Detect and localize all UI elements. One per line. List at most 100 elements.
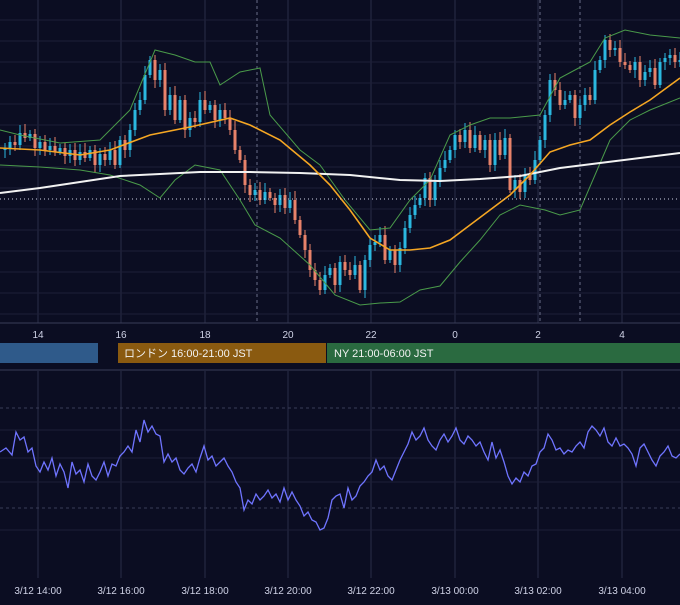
candle-body (484, 140, 487, 150)
osc-x-tick-label: 3/13 04:00 (598, 586, 646, 597)
candle-body (454, 135, 457, 150)
candle-body (634, 62, 637, 70)
price-x-tick-label: 14 (32, 330, 44, 341)
candle-body (449, 150, 452, 160)
price-x-tick-label: 4 (619, 330, 625, 341)
osc-x-tick-label: 3/13 00:00 (431, 586, 479, 597)
candle-body (439, 168, 442, 182)
candle-body (564, 100, 567, 105)
candle-body (249, 185, 252, 195)
candle-body (194, 118, 197, 122)
candle-body (369, 245, 372, 260)
candle-body (104, 154, 107, 160)
candle-body (9, 142, 12, 148)
candle-body (409, 215, 412, 228)
osc-x-tick-label: 3/12 14:00 (14, 586, 62, 597)
candle-body (294, 200, 297, 220)
candle-body (299, 220, 302, 235)
price-x-tick-label: 2 (535, 330, 541, 341)
candle-body (329, 268, 332, 275)
candle-body (109, 150, 112, 160)
price-x-tick-label: 16 (115, 330, 127, 341)
candle-body (589, 95, 592, 100)
candle-body (354, 265, 357, 275)
candle-body (39, 142, 42, 148)
candle-body (304, 235, 307, 250)
candle-body (544, 115, 547, 140)
candle-body (404, 228, 407, 248)
candle-body (284, 195, 287, 208)
candle-body (344, 262, 347, 270)
candle-body (489, 140, 492, 165)
osc-x-tick-label: 3/13 02:00 (514, 586, 562, 597)
candle-body (139, 100, 142, 110)
candle-body (174, 95, 177, 120)
candle-body (584, 95, 587, 105)
candle-body (599, 60, 602, 70)
price-x-tick-label: 22 (365, 330, 377, 341)
candle-body (659, 62, 662, 85)
candle-body (114, 150, 117, 165)
candle-body (649, 68, 652, 72)
candle-body (164, 70, 167, 110)
candle-body (199, 100, 202, 122)
osc-x-tick-label: 3/12 22:00 (347, 586, 395, 597)
candle-body (364, 260, 367, 290)
session-ny-label: NY 21:00-06:00 JST (334, 348, 434, 360)
candle-body (654, 68, 657, 85)
candle-body (169, 95, 172, 110)
candle-body (234, 130, 237, 150)
candle-body (579, 105, 582, 118)
price-x-tick-label: 20 (282, 330, 294, 341)
candle-body (569, 95, 572, 100)
candle-body (499, 140, 502, 155)
candle-body (459, 135, 462, 142)
candle-body (44, 142, 47, 150)
candle-body (159, 70, 162, 80)
candle-body (59, 148, 62, 152)
candle-body (229, 118, 232, 130)
candle-body (349, 270, 352, 275)
candle-body (269, 192, 272, 198)
candle-body (669, 55, 672, 58)
candle-body (224, 110, 227, 118)
candle-body (379, 235, 382, 242)
candle-body (219, 110, 222, 120)
candle-body (134, 110, 137, 130)
session-london-label: ロンドン 16:00-21:00 JST (124, 348, 253, 360)
session-tokyo-band (0, 343, 98, 363)
candle-body (179, 100, 182, 120)
candle-body (539, 140, 542, 160)
candle-body (494, 140, 497, 165)
candle-body (189, 118, 192, 130)
candle-body (474, 135, 477, 148)
osc-x-tick-label: 3/12 20:00 (264, 586, 312, 597)
candle-body (79, 152, 82, 160)
candle-body (604, 40, 607, 60)
candle-body (624, 62, 627, 65)
candle-body (644, 72, 647, 80)
candle-body (204, 100, 207, 110)
candle-body (479, 135, 482, 150)
candle-body (214, 105, 217, 120)
candle-body (279, 195, 282, 205)
osc-x-tick-label: 3/12 18:00 (181, 586, 229, 597)
candle-body (334, 268, 337, 285)
candle-body (154, 60, 157, 80)
candle-body (389, 250, 392, 260)
osc-x-tick-label: 3/12 16:00 (97, 586, 145, 597)
candle-body (319, 280, 322, 290)
candle-body (289, 200, 292, 208)
candle-body (49, 146, 52, 150)
candle-body (594, 70, 597, 100)
candle-body (254, 190, 257, 195)
candle-body (359, 265, 362, 290)
candle-body (504, 138, 507, 155)
candle-body (184, 100, 187, 130)
candle-body (99, 154, 102, 165)
candle-body (574, 95, 577, 118)
candle-body (339, 262, 342, 285)
